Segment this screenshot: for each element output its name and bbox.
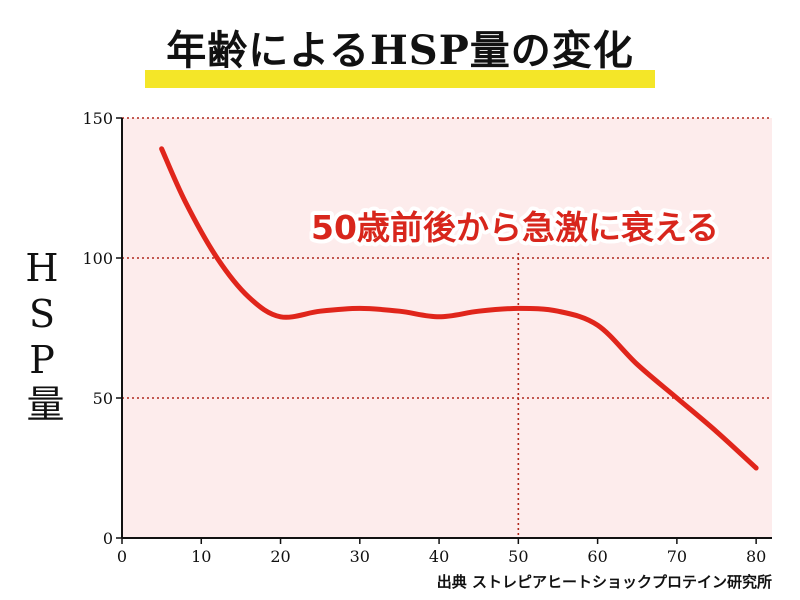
source-note: 出典 ストレピアヒートショックプロテイン研究所 — [436, 573, 772, 591]
y-tick-label-50: 50 — [93, 389, 113, 408]
x-tick-label-20: 20 — [270, 547, 290, 566]
y-tick-label-100: 100 — [82, 249, 113, 268]
y-tick-label-150: 150 — [82, 109, 113, 128]
plot-area-background — [122, 118, 772, 538]
annotation-text: 50歳前後から急激に衰える — [311, 208, 719, 247]
x-tick-label-60: 60 — [587, 547, 607, 566]
title-highlight-bar — [145, 70, 655, 88]
x-tick-label-0: 0 — [117, 547, 127, 566]
x-tick-label-50: 50 — [508, 547, 528, 566]
x-tick-label-70: 70 — [667, 547, 687, 566]
y-tick-label-0: 0 — [103, 529, 113, 548]
x-tick-label-10: 10 — [191, 547, 211, 566]
chart-title: 年齢によるHSP量の変化 — [166, 27, 634, 74]
y-axis-label: HSP量 — [20, 246, 64, 424]
x-tick-label-30: 30 — [350, 547, 370, 566]
x-tick-label-40: 40 — [429, 547, 449, 566]
x-tick-label-80: 80 — [746, 547, 766, 566]
